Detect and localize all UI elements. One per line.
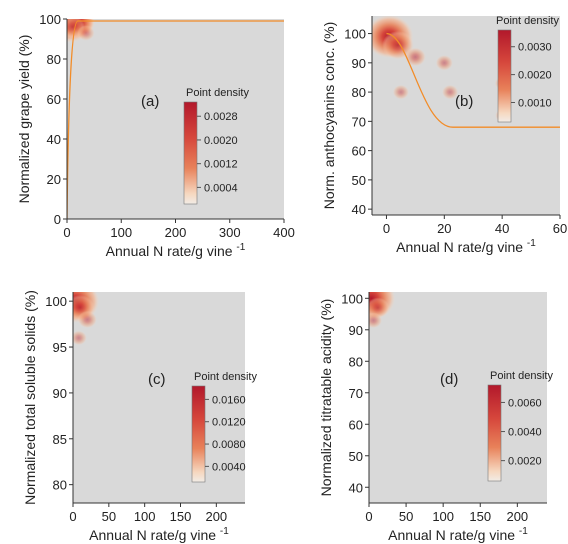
legend-tick-label: 0.0080: [212, 439, 246, 451]
y-tick-label: 0: [54, 212, 61, 227]
legend-tick-label: 0.0060: [508, 397, 542, 409]
x-tick-label: 40: [495, 221, 509, 236]
x-tick-label: 0: [365, 509, 372, 524]
fit-curve: [386, 32, 560, 128]
density-hotspot: [77, 310, 97, 329]
density-hotspot: [441, 84, 459, 100]
y-tick-label: 60: [352, 144, 366, 159]
x-tick-label: 200: [205, 509, 227, 524]
x-axis-label: Annual N rate/g vine -1: [106, 242, 246, 259]
legend-tick-label: 0.0028: [204, 111, 238, 123]
y-tick-label: 20: [47, 172, 61, 187]
density-hotspot: [77, 25, 95, 41]
x-tick-label: 150: [170, 509, 192, 524]
chart-panel-1: 0 100 200 300 400 0 20 40 60 80 100 Annual N rate/g…: [16, 12, 295, 259]
x-tick-label: 400: [273, 225, 295, 240]
x-tick-label: 100: [134, 509, 156, 524]
plot-background: [73, 292, 245, 503]
y-tick-label: 100: [39, 12, 61, 27]
legend-tick-label: 0.0020: [204, 135, 238, 147]
y-tick-label: 95: [53, 340, 67, 355]
y-tick-label: 90: [53, 386, 67, 401]
y-tick-label: 50: [352, 173, 366, 188]
x-tick-label: 200: [506, 509, 528, 524]
panel-label: (b): [455, 93, 473, 110]
density-hotspot: [435, 54, 454, 71]
panel-label: (c): [148, 371, 166, 388]
y-tick-label: 70: [352, 114, 366, 129]
y-tick-label: 70: [349, 386, 363, 401]
x-tick-label: 0: [69, 509, 76, 524]
y-tick-label: 50: [349, 449, 363, 464]
x-tick-label: 300: [219, 225, 241, 240]
legend-tick-label: 0.0010: [518, 97, 552, 109]
chart-panel-4: 0 50 100 150 200 40 50 60 70 80 90 100 Annual N rate…: [318, 291, 553, 543]
chart-panel-3: 0 50 100 150 200 80 85 90 95 100 Annual N rate/g v…: [22, 290, 257, 543]
density-hotspot: [73, 330, 87, 346]
legend-tick-label: 0.0040: [508, 427, 542, 439]
y-tick-label: 100: [341, 291, 363, 306]
y-tick-label: 80: [53, 478, 67, 493]
legend-title: Point density: [186, 87, 249, 99]
x-tick-label: 50: [102, 509, 116, 524]
plot-background: [67, 19, 284, 219]
panel-label: (a): [141, 93, 159, 110]
x-axis-label: Annual N rate/g vine -1: [388, 526, 528, 543]
y-tick-label: 90: [349, 323, 363, 338]
density-hotspot: [382, 30, 414, 60]
legend-tick-label: 0.0004: [204, 182, 238, 194]
y-tick-label: 40: [352, 202, 366, 217]
legend-colorbar: [487, 384, 502, 482]
legend-title: Point density: [496, 15, 559, 27]
y-tick-label: 40: [349, 480, 363, 495]
x-tick-label: 0: [63, 225, 70, 240]
x-tick-label: 60: [553, 221, 567, 236]
y-tick-label: 40: [47, 132, 61, 147]
chart-panel-2: 0 20 40 60 40 50 60 70 80 90 100 Annual N rate/g vi…: [321, 15, 567, 255]
legend-tick-label: 0.0012: [204, 159, 238, 171]
legend-title: Point density: [194, 371, 257, 383]
y-tick-label: 100: [344, 27, 366, 42]
legend-title: Point density: [490, 370, 553, 382]
y-tick-label: 80: [349, 354, 363, 369]
y-axis-label: Normalized titratable acidity (%): [318, 299, 334, 497]
legend-tick-label: 0.0020: [518, 70, 552, 82]
density-hotspot: [369, 312, 383, 329]
x-tick-label: 0: [383, 221, 390, 236]
x-tick-label: 20: [437, 221, 451, 236]
density-hotspot: [404, 47, 426, 67]
x-tick-label: 200: [165, 225, 187, 240]
y-axis-label: Normalized total soluble solids (%): [22, 290, 38, 505]
x-tick-label: 50: [399, 509, 413, 524]
x-axis-label: Annual N rate/g vine -1: [89, 526, 229, 543]
x-tick-label: 150: [469, 509, 491, 524]
y-tick-label: 90: [352, 56, 366, 71]
y-tick-label: 100: [45, 294, 67, 309]
legend-colorbar: [183, 101, 198, 205]
legend-colorbar: [191, 385, 206, 483]
y-tick-label: 80: [47, 52, 61, 67]
legend-tick-label: 0.0030: [518, 42, 552, 54]
y-tick-label: 60: [349, 417, 363, 432]
y-axis-label: Norm. anthocyanins conc. (%): [321, 22, 337, 210]
legend-tick-label: 0.0040: [212, 461, 246, 473]
legend-tick-label: 0.0160: [212, 394, 246, 406]
legend-tick-label: 0.0120: [212, 417, 246, 429]
y-axis-label: Normalized grape yield (%): [16, 35, 32, 204]
legend-colorbar: [497, 29, 512, 123]
plot-background: [369, 292, 547, 503]
y-tick-label: 80: [352, 85, 366, 100]
y-tick-label: 85: [53, 432, 67, 447]
x-axis-label: Annual N rate/g vine -1: [396, 238, 536, 255]
fit-curve: [67, 20, 284, 219]
y-tick-label: 60: [47, 92, 61, 107]
x-tick-label: 100: [432, 509, 454, 524]
x-tick-label: 100: [110, 225, 132, 240]
density-hotspot: [392, 84, 410, 100]
panel-label: (d): [440, 371, 458, 388]
legend-tick-label: 0.0020: [508, 456, 542, 468]
